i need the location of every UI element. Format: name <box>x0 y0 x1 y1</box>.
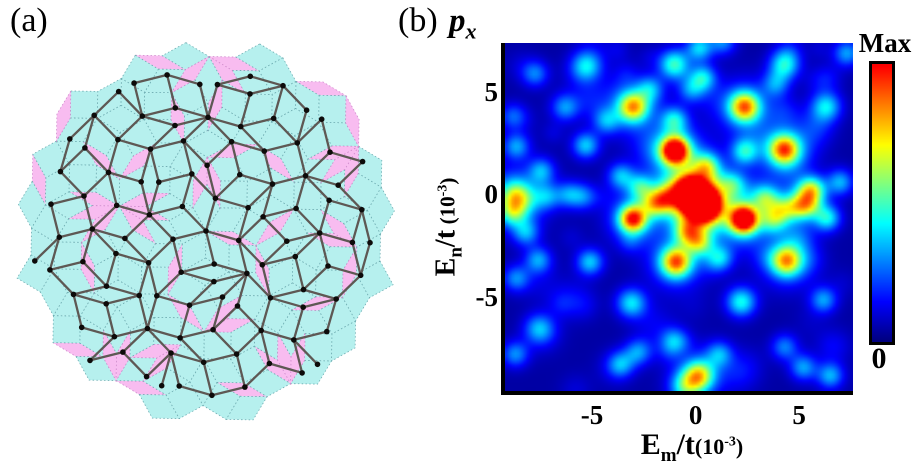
y-axis-label: En/t (10-3) <box>431 178 468 277</box>
y-label-symbol: E <box>430 257 462 277</box>
panel-a-label: (a) <box>10 2 48 39</box>
x-tick-label: 5 <box>792 400 806 430</box>
y-unit-open: (10 <box>435 196 460 225</box>
panel-b-label: (b) <box>398 2 438 39</box>
y-label-subscript: n <box>445 247 467 258</box>
x-label-unit: (10-3) <box>695 434 743 459</box>
heatmap-plot-area <box>501 43 853 395</box>
y-tick-label: 5 <box>484 77 499 108</box>
x-axis-label: Em/t(10-3) <box>641 428 744 467</box>
title-symbol: p <box>449 3 466 39</box>
y-label-unit: (10-3) <box>436 178 460 225</box>
x-label-rest: /t <box>676 428 695 461</box>
quasicrystal-lattice-diagram <box>16 42 395 421</box>
colorbar-min-label: 0 <box>871 342 887 375</box>
panel-b-title: px <box>449 2 477 45</box>
colorbar-max-label: Max <box>858 28 912 58</box>
x-label-subscript: m <box>660 445 677 466</box>
x-unit-open: (10 <box>694 434 725 459</box>
x-unit-exponent: -3 <box>724 434 736 450</box>
colorbar <box>869 61 895 345</box>
title-subscript: x <box>465 18 477 44</box>
y-unit-close: ) <box>435 177 460 185</box>
y-unit-exponent: -3 <box>435 184 451 197</box>
heatmap-canvas <box>505 43 853 391</box>
y-label-rest: /t <box>430 229 462 248</box>
y-tick-label: 0 <box>484 179 499 210</box>
x-tick-label: -5 <box>580 400 604 430</box>
y-tick-label: -5 <box>475 281 499 312</box>
x-unit-close: ) <box>735 434 744 459</box>
x-label-symbol: E <box>640 428 661 461</box>
x-tick-label: 0 <box>688 400 703 430</box>
